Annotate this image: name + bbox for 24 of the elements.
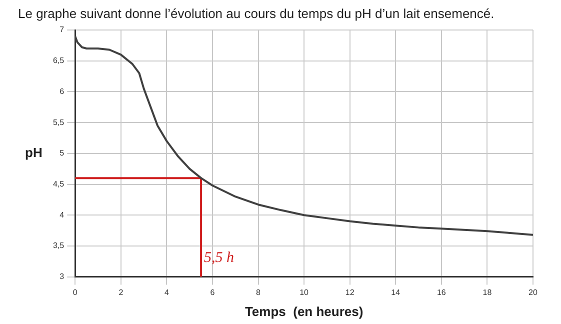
chart-title: Le graphe suivant donne l’évolution au cours du temps du pH d’un lait ensemencé. bbox=[18, 6, 494, 22]
y-tick-label: 5,5 bbox=[52, 118, 65, 127]
x-tick-label: 14 bbox=[391, 288, 401, 297]
x-tick-label: 6 bbox=[210, 288, 216, 297]
y-tick-label: 5 bbox=[60, 148, 65, 158]
x-tick-label: 4 bbox=[164, 288, 170, 297]
x-tick-label: 16 bbox=[436, 288, 446, 297]
x-tick-label: 0 bbox=[72, 288, 78, 297]
y-tick-label: 6 bbox=[60, 86, 65, 96]
x-tick-label: 2 bbox=[118, 288, 124, 297]
x-tick-label: 20 bbox=[528, 288, 538, 297]
x-tick-label: 10 bbox=[300, 288, 310, 297]
x-tick-label: 12 bbox=[345, 288, 355, 297]
y-tick-label: 6,5 bbox=[52, 56, 65, 66]
y-tick-label: 4 bbox=[60, 210, 65, 220]
y-tick-label: 7 bbox=[60, 25, 65, 34]
y-tick-label: 4,5 bbox=[52, 179, 65, 188]
y-tick-label: 3,5 bbox=[52, 241, 65, 250]
annotation: 5,5 h bbox=[204, 250, 234, 266]
x-tick-label: 8 bbox=[256, 288, 262, 297]
y-tick-label: 3 bbox=[60, 272, 65, 282]
x-tick-label: 18 bbox=[482, 288, 492, 297]
y-axis-title: pH bbox=[25, 144, 42, 160]
x-axis-title: Temps (en heures) bbox=[244, 304, 364, 319]
